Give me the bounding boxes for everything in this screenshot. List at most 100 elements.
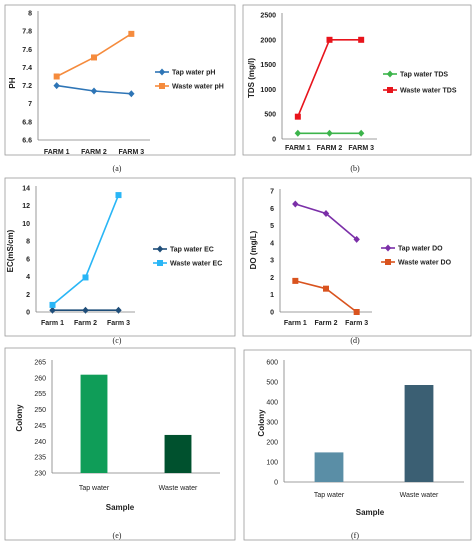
d-legend-marker	[385, 259, 391, 265]
f-ytick-label: 300	[266, 420, 278, 427]
d-xtick-label: Farm 1	[284, 320, 307, 327]
f-ytick-label: 500	[266, 380, 278, 387]
d-ytick-label: 2	[270, 275, 274, 282]
a-ytick-label: 6.6	[22, 138, 32, 145]
a-legend-marker	[158, 68, 166, 76]
b-caption: (b)	[350, 164, 360, 173]
c-ytick-label: 14	[22, 186, 30, 193]
b-data-point	[326, 36, 333, 43]
b-legend-marker	[387, 87, 393, 93]
e-xtick-label: Waste water	[159, 485, 198, 492]
d-series-line	[295, 280, 358, 313]
e-ytick-label: 265	[34, 360, 46, 367]
a-ylabel: PH	[8, 77, 17, 88]
e-bar	[80, 374, 108, 473]
f-ytick-label: 400	[266, 400, 278, 407]
a-xtick-label: FARM 2	[81, 149, 107, 156]
e-bar	[164, 434, 192, 473]
a-ytick-label: 7	[28, 101, 32, 108]
b-ylabel: TDS (mg/l)	[247, 58, 256, 98]
d-xtick-label: Farm 2	[315, 320, 338, 327]
b-ytick-label: 0	[272, 137, 276, 144]
d-ytick-label: 6	[270, 206, 274, 213]
a-caption: (a)	[113, 164, 122, 173]
f-ytick-label: 600	[266, 360, 278, 367]
c-data-point	[82, 274, 89, 281]
f-bar	[314, 452, 344, 482]
b-xtick-label: FARM 2	[317, 145, 343, 152]
f-ytick-label: 100	[266, 460, 278, 467]
e-xlabel: Sample	[106, 503, 135, 512]
e-caption: (e)	[113, 531, 122, 540]
c-data-point	[49, 306, 56, 314]
a-xtick-label: FARM 1	[44, 149, 70, 156]
a-data-point	[91, 54, 97, 61]
e-xtick-label: Tap water	[79, 485, 110, 492]
a-data-point	[53, 82, 60, 90]
f-xtick-label: Waste water	[400, 492, 439, 499]
d-data-point	[353, 235, 360, 243]
c-ytick-label: 4	[26, 274, 30, 281]
c-ytick-label: 10	[22, 221, 30, 228]
b-xtick-label: FARM 1	[285, 145, 311, 152]
c-ylabel: EC(mS/cm)	[6, 229, 15, 272]
panel-d-frame	[242, 177, 472, 337]
d-ylabel: DO (mg/L)	[249, 230, 258, 269]
c-xtick-label: Farm 2	[74, 320, 97, 327]
d-caption: (d)	[350, 336, 360, 345]
c-ytick-label: 8	[26, 239, 30, 246]
d-data-point	[292, 277, 299, 284]
e-ylabel: Colony	[15, 404, 24, 432]
c-legend-marker	[156, 245, 164, 253]
d-data-point	[353, 309, 360, 315]
c-data-point	[82, 306, 89, 314]
e-ytick-label: 250	[34, 407, 46, 414]
c-ytick-label: 0	[26, 310, 30, 317]
c-data-point	[115, 192, 122, 199]
chart-f: 0 100 200 300 400 500 600 Colony Tap water Waste …	[243, 349, 472, 541]
a-ytick-label: 7.6	[22, 47, 32, 54]
f-xtick-label: Tap water	[314, 492, 345, 499]
a-ytick-label: 8	[28, 11, 32, 18]
c-legend-label: Tap water EC	[170, 247, 214, 254]
b-legend-label: Tap water TDS	[400, 72, 448, 79]
d-data-point	[292, 200, 299, 208]
e-ytick-label: 245	[34, 423, 46, 430]
a-ytick-label: 7.4	[22, 65, 32, 72]
d-data-point	[323, 285, 329, 292]
f-ylabel: Colony	[257, 409, 266, 437]
b-data-point	[294, 129, 302, 137]
c-caption: (c)	[113, 336, 122, 345]
d-legend-label: Tap water DO	[398, 246, 443, 253]
a-data-point	[128, 30, 135, 37]
b-ytick-label: 1500	[260, 62, 276, 69]
a-ytick-label: 6.8	[22, 119, 32, 126]
f-bar	[404, 385, 434, 482]
b-legend-label: Waste water TDS	[400, 88, 457, 95]
chart-c: 0 2 4 6 8 10 12 14 EC(mS/cm) Farm 1 Farm 2 Farm 3 Ta…	[4, 177, 236, 345]
panel-b-frame	[242, 4, 472, 156]
a-legend-label: Waste water pH	[172, 84, 224, 91]
chart-b: 0 500 1000 1500 2000 2500 TDS (mg/l) FARM 1 FARM…	[242, 4, 472, 173]
c-data-point	[49, 301, 56, 308]
d-ytick-label: 0	[270, 310, 274, 317]
f-ytick-label: 200	[266, 440, 278, 447]
d-series-line	[295, 203, 358, 241]
c-series-line	[51, 194, 120, 306]
f-ytick-label: 0	[274, 480, 278, 487]
c-legend-marker	[157, 260, 163, 266]
f-caption: (f)	[351, 531, 359, 540]
a-legend-marker	[159, 83, 165, 89]
b-ytick-label: 2500	[260, 13, 276, 20]
c-ytick-label: 6	[26, 256, 30, 263]
b-ytick-label: 1000	[260, 87, 276, 94]
chart-a: 6.6 6.8 7 7.2 7.4 7.6 7.8 8 PH FARM 1 FARM 2 FARM 3…	[4, 4, 236, 173]
c-data-point	[115, 306, 122, 314]
a-ytick-label: 7.8	[22, 29, 32, 36]
panel-e-frame	[4, 347, 236, 541]
e-ytick-label: 240	[34, 439, 46, 446]
a-data-point	[128, 90, 135, 98]
a-data-point	[53, 73, 60, 80]
d-data-point	[322, 209, 330, 217]
